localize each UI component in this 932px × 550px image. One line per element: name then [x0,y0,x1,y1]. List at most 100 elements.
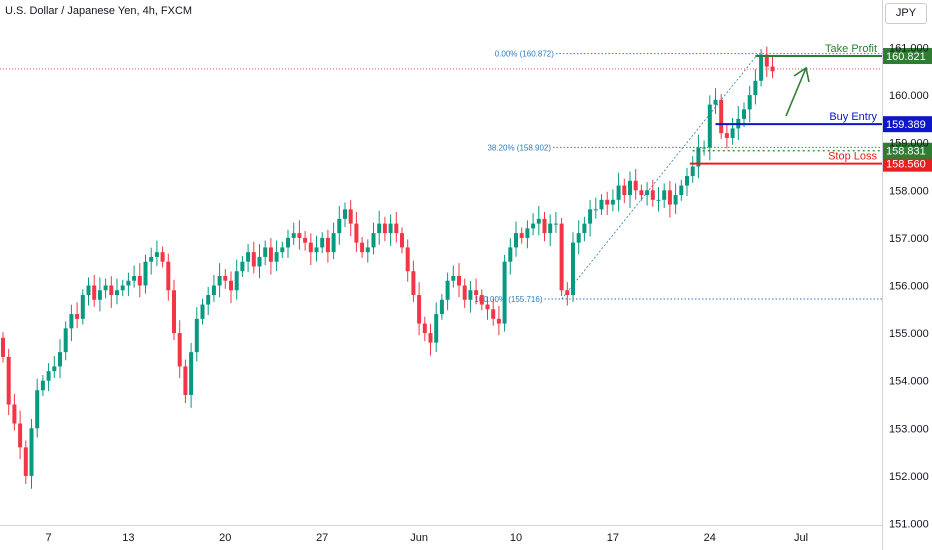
price-tag-label: 158.560 [886,159,926,171]
candle-body [257,256,262,267]
candle-body [553,223,558,225]
candle-body [126,280,131,286]
trade-levels: Take Profit 160.821 Buy Entry 159.389 Stop L… [689,43,932,172]
candle-body [462,285,467,300]
candle-body [12,404,17,424]
candle-body [690,166,695,177]
chart-title: U.S. Dollar / Japanese Yen, 4h, FXCM [5,5,193,17]
candle-body [291,233,296,238]
time-axis[interactable]: 7 13 20 27 Jun 10 17 24 Jul [46,532,808,544]
candle-series [1,46,775,489]
candle-body [52,366,57,372]
time-tick-label: Jul [794,532,808,544]
candle-body [320,237,325,248]
price-tick-label: 151.000 [889,519,929,531]
candle-body [593,209,598,211]
candle-body [360,242,365,253]
candle-body [75,314,80,319]
candle-body [662,190,667,200]
candle-body [411,271,416,296]
time-tick-label: Jun [410,532,428,544]
candle-body [616,185,621,200]
time-tick-label: 24 [704,532,716,544]
candle-body [457,275,461,286]
candle-body [223,275,228,281]
candle-body [696,147,701,167]
currency-button[interactable]: JPY [885,3,927,24]
candle-body [713,99,718,105]
candle-body [571,242,575,296]
time-tick-label: 20 [219,532,231,544]
arrow-up-icon [785,67,807,117]
candle-body [605,199,610,205]
candle-body [542,218,547,234]
price-tag [883,48,932,65]
candle-body [759,54,764,81]
candle-body [582,223,587,234]
candle-body [354,223,359,243]
candle-body [508,247,513,262]
price-tick-label: 154.000 [889,376,929,388]
candle-body [177,333,182,367]
candle-body [747,95,752,110]
candle-body [405,247,410,272]
candle-body [622,185,627,196]
candle-body [160,252,165,262]
candle-body [18,423,23,448]
candle-body [303,237,308,243]
candle-body [371,233,376,248]
price-tag-label: 160.821 [886,51,926,63]
candle-body [667,190,672,205]
candle-body [536,218,541,224]
candle-body [679,185,684,196]
candle-body [382,223,387,234]
candle-body [166,261,171,291]
candle-body [656,199,661,201]
candle-body [251,252,256,267]
candle-body [23,447,28,476]
time-tick-label: 7 [46,532,52,544]
candle-body [673,195,678,205]
candle-body [559,223,564,291]
candle-body [742,109,746,119]
price-axis[interactable]: 161.000 160.000 159.000 158.000 157.000 156.0… [889,43,929,531]
time-tick-label: 27 [316,532,328,544]
candle-body [172,290,176,334]
candle-body [149,256,154,262]
candle-body [474,290,479,296]
price-tick-label: 155.000 [889,328,929,340]
price-tag-label: 158.831 [886,146,926,158]
plot-area [0,0,883,550]
candle-body [1,337,5,357]
candle-body [132,275,137,281]
candle-body [40,380,45,391]
candle-body [137,275,142,286]
time-tick-label: 10 [510,532,522,544]
candle-body [445,280,450,300]
price-tick-label: 153.000 [889,423,929,435]
candle-body [770,66,775,72]
candle-body [588,209,593,224]
candle-body [97,290,102,300]
price-tag [883,155,932,172]
candle-body [491,309,496,319]
candle-body [519,233,524,238]
candle-body [86,285,91,296]
fib-level-label: 38.20% (158.902) [487,143,551,152]
candle-body [365,247,370,253]
price-tick-label: 157.000 [889,233,929,245]
level-name-label: Take Profit [825,43,877,55]
candle-body [154,252,159,257]
candle-body [753,80,758,96]
candle-body [29,428,34,476]
price-tick-label: 160.000 [889,90,929,102]
candle-body [58,352,62,367]
candle-body [724,133,729,138]
time-tick-label: 13 [122,532,134,544]
candle-body [422,323,427,334]
candle-body [308,242,313,253]
candle-body [69,314,74,329]
level-name-label: Buy Entry [829,111,877,123]
candle-body [514,233,518,248]
